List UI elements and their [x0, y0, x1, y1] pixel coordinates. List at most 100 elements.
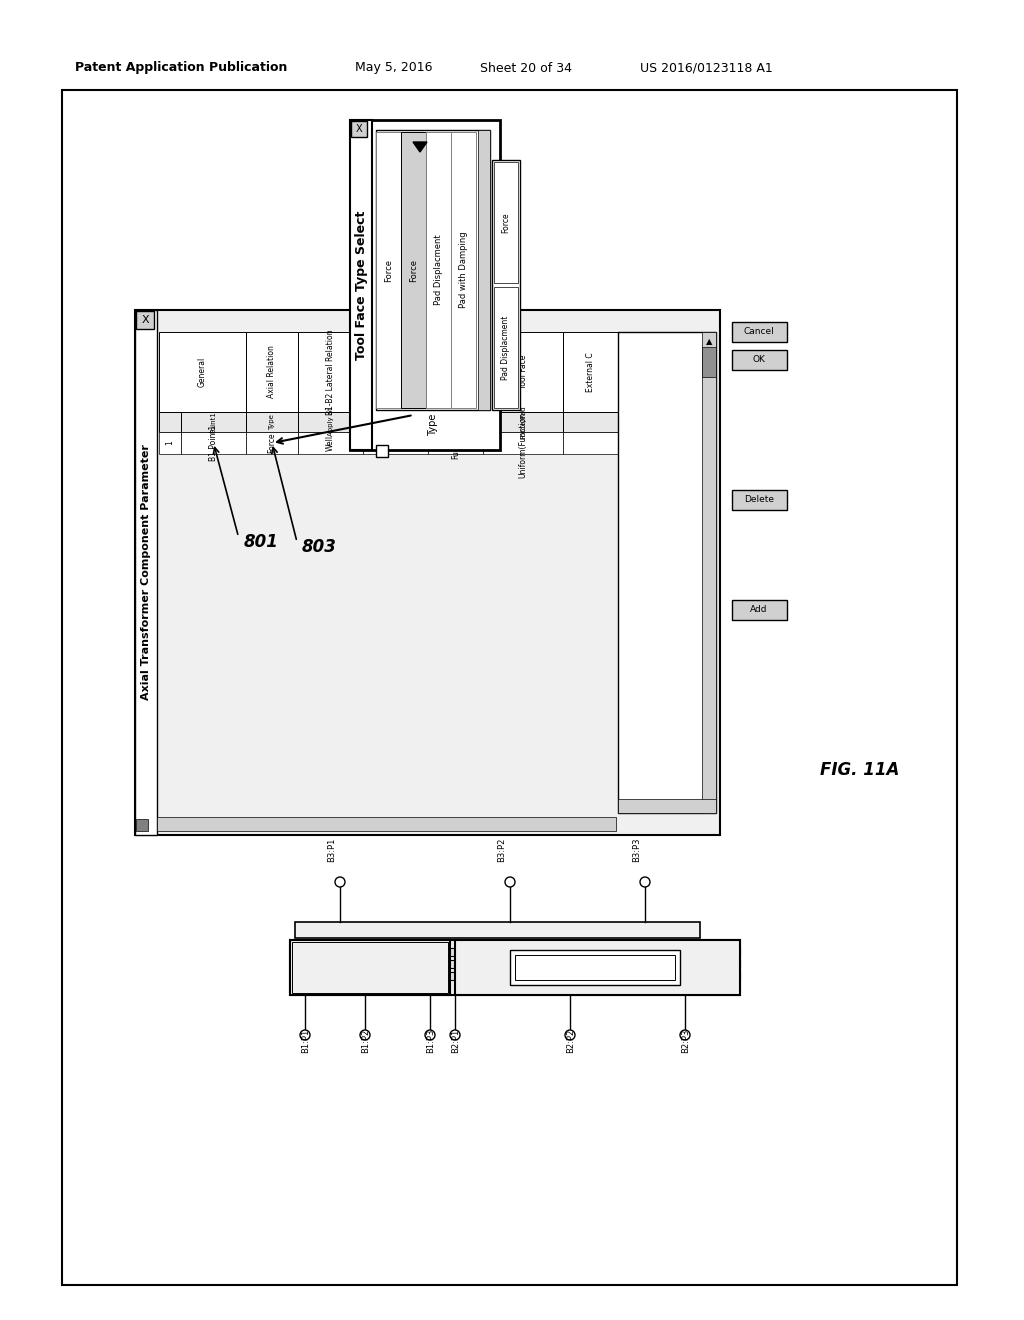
Text: US 2016/0123118 A1: US 2016/0123118 A1 — [640, 62, 773, 74]
Bar — [246, 432, 298, 454]
Text: FIG. 11A: FIG. 11A — [820, 762, 899, 779]
Text: Pad Displacment: Pad Displacment — [502, 315, 511, 380]
Text: Force: Force — [384, 259, 393, 281]
Text: X: X — [355, 124, 362, 135]
Text: Axial Relation: Axial Relation — [267, 346, 276, 399]
Text: Well: Well — [326, 434, 335, 451]
Bar — [246, 412, 298, 432]
Bar — [618, 333, 716, 813]
Bar — [159, 432, 181, 454]
Text: Force/Pad: Force/Pad — [520, 405, 526, 438]
Text: Axial Transformer Component Parameter: Axial Transformer Component Parameter — [141, 445, 151, 701]
Text: B1/B2 B3 Lateral Relation: B1/B2 B3 Lateral Relation — [419, 323, 427, 421]
Bar — [455, 940, 740, 995]
Text: Force: Force — [409, 259, 418, 281]
Text: Pad with Damping: Pad with Damping — [459, 232, 468, 309]
Circle shape — [300, 1030, 310, 1040]
Bar — [135, 310, 720, 836]
Text: Force: Force — [502, 213, 511, 232]
Bar — [732, 490, 787, 510]
Bar — [136, 818, 148, 832]
Text: X: X — [141, 315, 148, 325]
Text: B2:P3: B2:P3 — [681, 1028, 690, 1053]
Bar — [483, 412, 563, 432]
Bar — [351, 121, 367, 137]
Bar — [451, 132, 476, 408]
Bar — [290, 960, 740, 968]
Polygon shape — [413, 143, 427, 152]
Text: 801: 801 — [244, 533, 279, 550]
Text: B1:P1: B1:P1 — [301, 1028, 310, 1053]
Bar — [732, 601, 787, 620]
Bar — [136, 312, 154, 329]
Bar — [483, 333, 563, 412]
Bar — [426, 132, 451, 408]
Bar — [510, 950, 680, 985]
Circle shape — [505, 876, 515, 887]
Text: Apply at: Apply at — [328, 408, 334, 437]
Text: B1-B2 Lateral Relation: B1-B2 Lateral Relation — [326, 329, 335, 414]
Circle shape — [565, 1030, 575, 1040]
Text: Sheet 20 of 34: Sheet 20 of 34 — [480, 62, 572, 74]
Bar — [428, 432, 483, 454]
Bar — [159, 333, 246, 412]
Bar — [298, 333, 362, 412]
Text: B1:P3: B1:P3 — [426, 1028, 435, 1053]
Bar — [618, 799, 716, 813]
Text: B1:P2: B1:P2 — [361, 1028, 370, 1053]
Bar — [376, 132, 401, 408]
Bar — [62, 90, 957, 1284]
Bar — [292, 942, 449, 993]
Text: Pad Displacment: Pad Displacment — [434, 235, 443, 305]
Bar — [362, 412, 428, 432]
Text: 803: 803 — [302, 539, 337, 556]
Circle shape — [640, 876, 650, 887]
Circle shape — [680, 1030, 690, 1040]
Text: B2:P2: B2:P2 — [566, 1028, 575, 1053]
Bar — [298, 432, 362, 454]
Bar — [376, 129, 490, 411]
Bar — [290, 972, 740, 979]
Bar — [563, 412, 618, 432]
Text: General: General — [198, 356, 207, 387]
Bar — [478, 129, 490, 411]
Text: B3:P2: B3:P2 — [497, 838, 506, 862]
Bar — [563, 432, 618, 454]
Bar — [135, 310, 157, 836]
Bar — [702, 347, 716, 378]
Text: OK: OK — [753, 355, 765, 364]
Text: Add: Add — [751, 606, 768, 615]
Bar — [350, 120, 500, 450]
Text: Type: Type — [428, 413, 438, 436]
Text: Function: Function — [451, 426, 460, 459]
Bar — [732, 322, 787, 342]
Bar — [492, 160, 520, 411]
Bar — [494, 286, 518, 408]
Text: Tool Face: Tool Face — [518, 355, 527, 389]
Bar — [702, 333, 716, 813]
Bar — [246, 333, 298, 412]
Text: 3: 3 — [391, 441, 400, 445]
Bar — [181, 432, 246, 454]
Bar — [181, 412, 246, 432]
Text: B1 Point1: B1 Point1 — [209, 425, 218, 461]
Text: External C: External C — [586, 352, 595, 392]
Bar — [428, 412, 483, 432]
Bar — [483, 432, 563, 454]
Text: 1: 1 — [166, 441, 174, 445]
Text: Pad Number: Pad Number — [392, 401, 398, 444]
Bar — [401, 132, 426, 408]
Text: Force: Force — [267, 433, 276, 453]
Text: Uniform(Function): Uniform(Function) — [518, 408, 527, 478]
Bar — [298, 412, 362, 432]
Text: Point1: Point1 — [211, 411, 216, 433]
Bar — [376, 445, 388, 457]
Bar — [362, 333, 483, 412]
Bar — [290, 940, 740, 995]
Text: Tool Face Type Select: Tool Face Type Select — [354, 210, 368, 359]
Bar — [494, 162, 518, 282]
Circle shape — [335, 876, 345, 887]
Circle shape — [450, 1030, 460, 1040]
Bar — [350, 120, 372, 450]
Text: B2:P1: B2:P1 — [451, 1028, 460, 1053]
